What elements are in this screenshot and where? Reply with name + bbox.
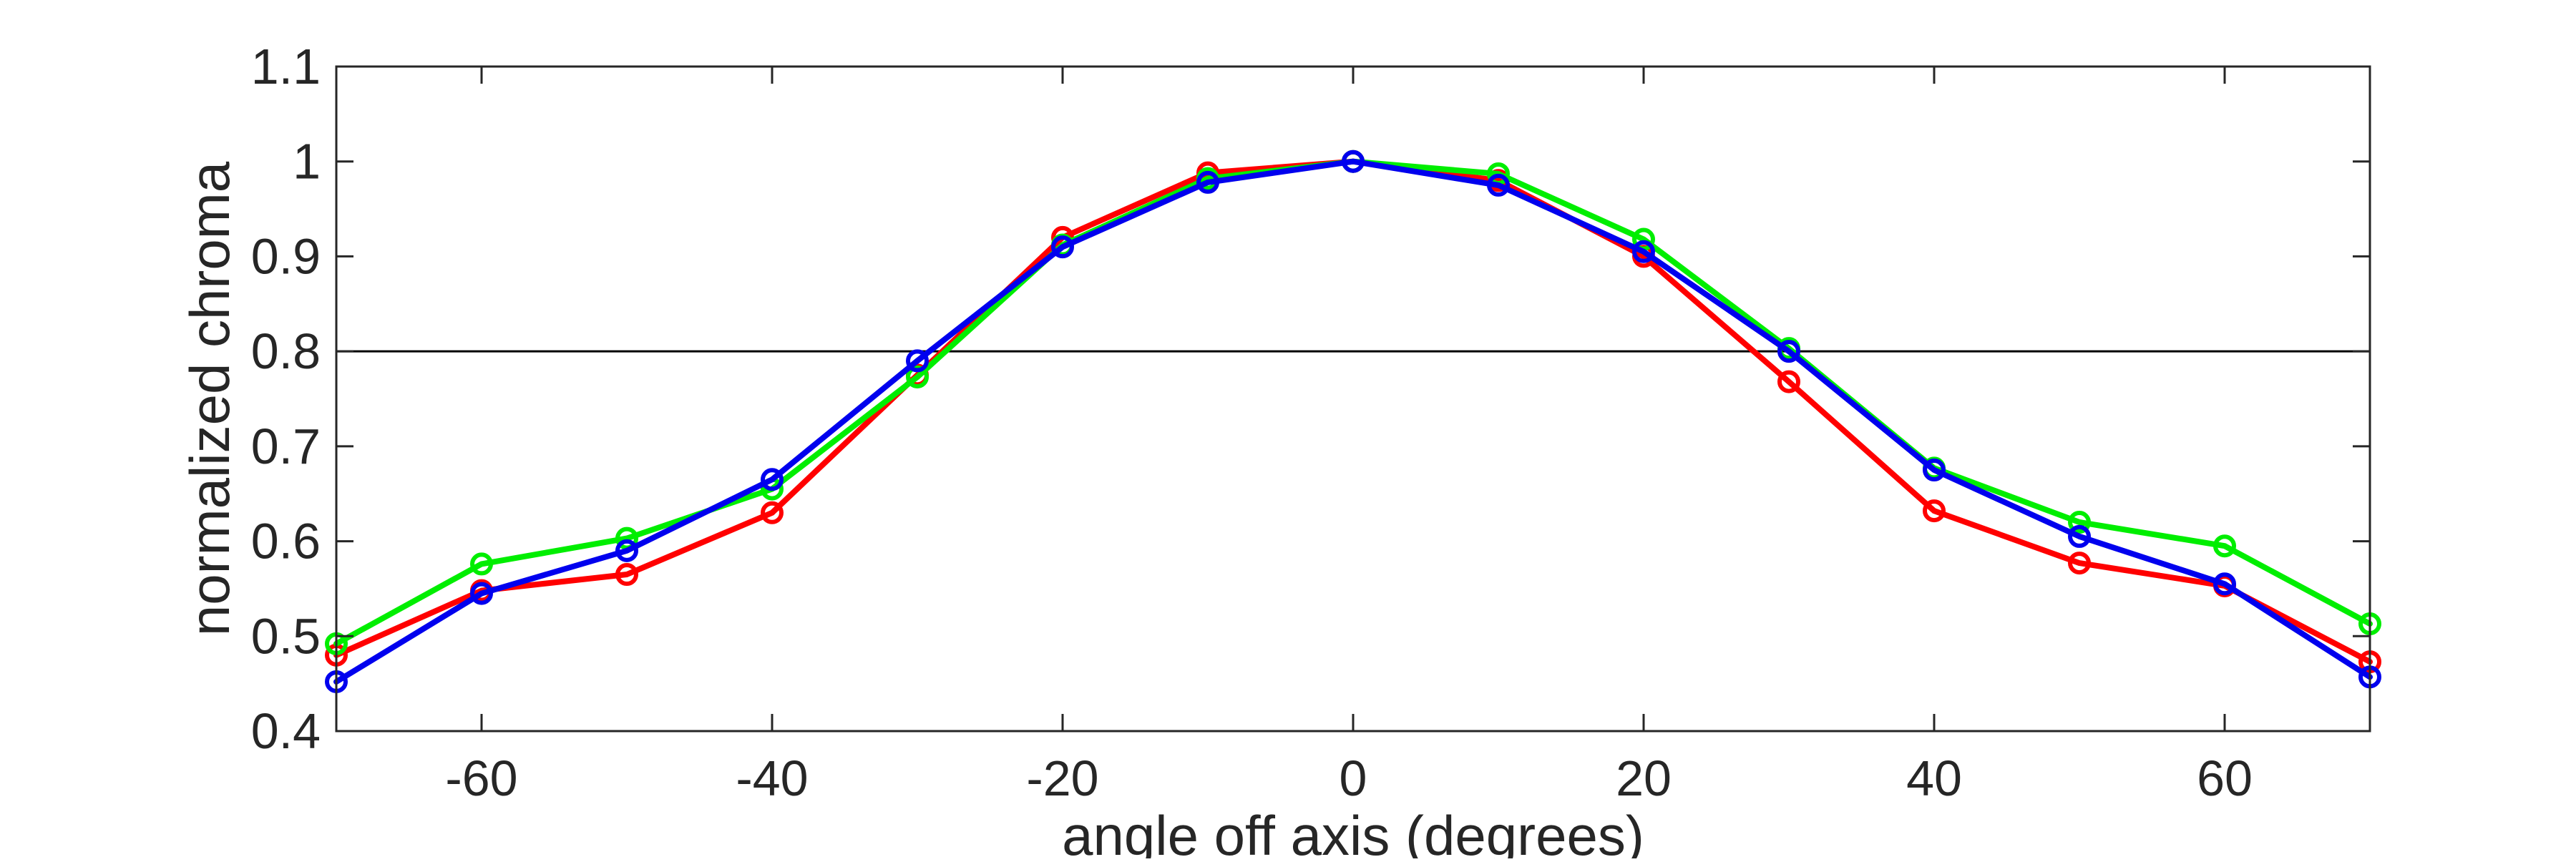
series-line xyxy=(333,158,2373,665)
data-point xyxy=(906,365,929,388)
data-point xyxy=(1632,240,1655,263)
y-tick-label: 0.8 xyxy=(251,323,321,379)
series-line xyxy=(333,158,2373,647)
y-tick-label: 0.7 xyxy=(251,418,321,474)
data-point xyxy=(470,582,493,605)
data-point xyxy=(1777,370,1800,393)
data-point xyxy=(1923,499,1946,523)
y-axis-title: normalized chroma xyxy=(178,161,241,636)
data-point xyxy=(2068,511,2091,534)
data-point xyxy=(1923,459,1946,482)
series-0 xyxy=(325,150,2381,674)
series-2 xyxy=(325,150,2381,693)
data-point xyxy=(470,552,493,576)
x-axis-title: angle off axis (degrees) xyxy=(1062,804,1644,858)
y-tick-label: 0.6 xyxy=(251,514,321,569)
data-point xyxy=(615,563,638,587)
x-tick-label: 0 xyxy=(1340,750,1367,806)
data-point xyxy=(2068,552,2091,575)
x-tick-label: -20 xyxy=(1026,750,1098,806)
plot-frame xyxy=(335,65,2371,733)
data-point xyxy=(1051,235,1074,259)
tick-layer: -60 -40 -20 0 20 40 60 0.4 0.5 0.6 0.7 0.8 0.9 1 1.1 xyxy=(251,39,2370,806)
y-tick-label: 0.9 xyxy=(251,228,321,284)
data-point xyxy=(2068,524,2091,548)
data-point xyxy=(1196,170,1219,194)
x-tick-label: 20 xyxy=(1616,750,1672,806)
y-tick-label: 1.1 xyxy=(251,39,321,94)
x-tick-label: -40 xyxy=(736,750,808,806)
data-point xyxy=(2213,534,2236,558)
series-line xyxy=(333,158,2373,685)
x-tick-label: 60 xyxy=(2197,750,2253,806)
data-point xyxy=(761,501,784,524)
data-point xyxy=(1777,340,1800,363)
data-point xyxy=(906,349,929,373)
y-tick-label: 0.5 xyxy=(251,608,321,664)
data-point xyxy=(1487,173,1510,197)
data-point xyxy=(761,468,784,491)
x-tick-label: -60 xyxy=(445,750,517,806)
data-point xyxy=(615,539,638,562)
y-tick-label: 0.4 xyxy=(251,703,321,759)
y-tick-label: 1 xyxy=(293,134,321,190)
data-point xyxy=(2213,572,2236,596)
x-tick-label: 40 xyxy=(1906,750,1962,806)
data-point xyxy=(1342,150,1365,173)
series-layer xyxy=(325,150,2381,693)
